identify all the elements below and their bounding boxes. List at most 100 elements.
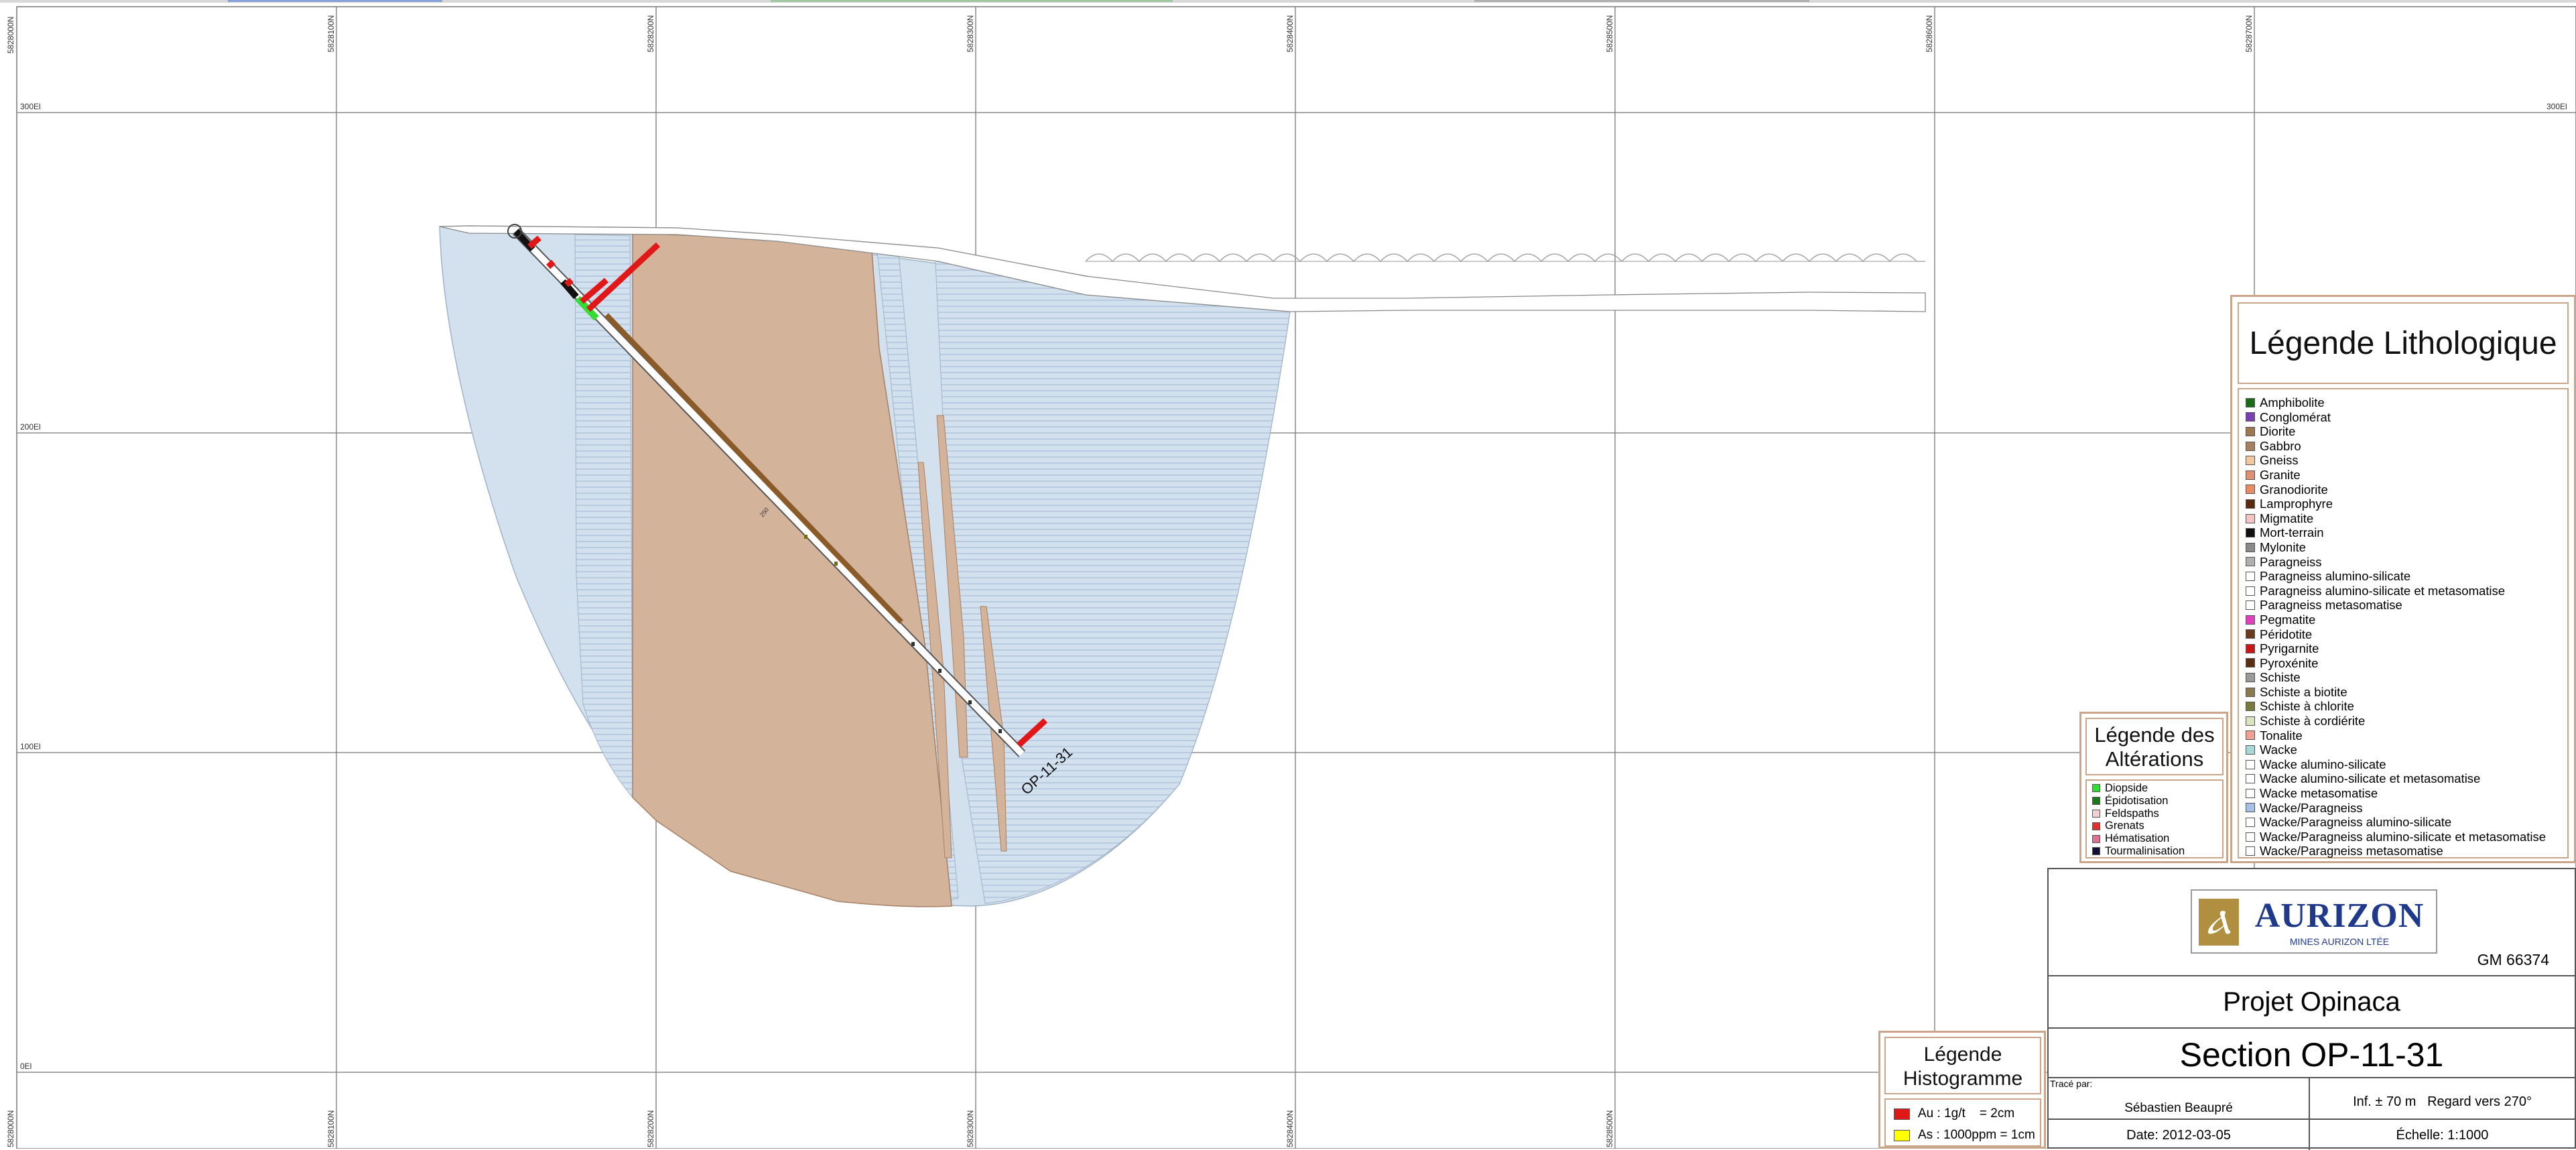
lithology-label: Paragneiss [2260, 554, 2322, 569]
edge-label-top: 5828000N [6, 17, 15, 54]
southing-label: 5828500N [1605, 1110, 1614, 1147]
alteration-legend-body: Diopside Épidotisation Feldspaths Grenats Hé… [2085, 779, 2224, 858]
lithology-label: Wacke alumino-silicate et metasomatise [2260, 771, 2481, 786]
lithology-label: Paragneiss alumino-silicate et metasomat… [2260, 583, 2506, 598]
histogram-legend-title-2: Histogramme [1903, 1068, 2023, 1090]
lithology-swatch [2246, 832, 2255, 842]
report-id: GM 66374 [2477, 951, 2549, 968]
lithology-item: Mylonite [2246, 540, 2566, 555]
northing-label: 5828500N [1605, 15, 1614, 52]
alteration-swatch [2092, 797, 2100, 806]
lithology-label: Wacke/Paragneiss alumino-silicate [2260, 815, 2452, 830]
au-bar [1016, 718, 1048, 748]
northing-label: 5828200N [646, 15, 655, 52]
lithology-swatch [2246, 643, 2255, 653]
lithology-label: Granodiorite [2260, 482, 2328, 497]
lithology-swatch [2246, 426, 2255, 436]
lithology-label: Pegmatite [2260, 612, 2316, 627]
alteration-item: Diopside [2092, 782, 2219, 795]
lithology-swatch [2246, 788, 2255, 798]
elevation-label: 300El [20, 102, 41, 111]
lithology-item: Paragneiss metasomatise [2246, 598, 2566, 613]
lithology-legend: Légende Lithologique Amphibolite Conglomé… [2230, 295, 2576, 863]
lithology-swatch [2246, 542, 2255, 552]
au-bar [527, 235, 541, 249]
lithology-list: Amphibolite Conglomérat Diorite Gabbro Gneis… [2246, 395, 2566, 858]
lithology-item: Wacke/Paragneiss [2246, 801, 2566, 816]
lithology-item: Gneiss [2246, 453, 2566, 468]
lithology-label: Diorite [2260, 424, 2296, 439]
lithology-swatch [2246, 774, 2255, 784]
alteration-swatch [2092, 809, 2100, 818]
lithology-item: Schiste [2246, 670, 2566, 685]
elevation-label: 100El [20, 742, 41, 751]
au-bar [580, 277, 608, 304]
lithology-label: Migmatite [2260, 511, 2314, 525]
lithology-swatch [2246, 557, 2255, 567]
lithology-legend-title: Légende Lithologique [2249, 326, 2557, 361]
elevation-label: 0El [20, 1062, 31, 1071]
lithology-label: Mort-terrain [2260, 525, 2324, 540]
lithology-item: Pyroxénite [2246, 656, 2566, 671]
lithology-label: Wacke alumino-silicate [2260, 757, 2386, 771]
lithology-item: Granodiorite [2246, 483, 2566, 497]
lithology-item: Paragneiss [2246, 555, 2566, 570]
date: Date: 2012-03-05 [2126, 1128, 2231, 1143]
lithology-item: Paragneiss alumino-silicate [2246, 569, 2566, 584]
alteration-legend-title-box: Légende des Altérations [2085, 718, 2224, 775]
lithology-label: Gneiss [2260, 453, 2299, 468]
lithology-swatch [2246, 759, 2255, 769]
lithology-swatch [2246, 485, 2255, 495]
alteration-swatch [2092, 847, 2100, 856]
lithology-swatch [2246, 687, 2255, 697]
alteration-swatch [2092, 822, 2100, 830]
alteration-label: Épidotisation [2105, 794, 2169, 807]
lithology-swatch [2246, 658, 2255, 668]
northing-label: 5828600N [1925, 15, 1934, 52]
lithology-label: Schiste à cordiérite [2260, 714, 2366, 728]
histogram-item-as: As : 1000ppm = 1cm [1894, 1128, 2035, 1143]
lithology-item: Mort-terrain [2246, 525, 2566, 540]
project-name: Projet Opinaca [2223, 987, 2400, 1017]
title-block: Ⲁ AURIZON MINES AURIZON LTÉE GM 66374 Pr… [2047, 868, 2576, 1150]
lithology-swatch [2246, 716, 2255, 726]
lithology-item: Péridotite [2246, 627, 2566, 642]
lithology-label: Schiste [2260, 670, 2301, 685]
lithology-swatch [2246, 745, 2255, 755]
alteration-legend-title-1: Légende des [2094, 723, 2215, 747]
lithology-label: Wacke [2260, 743, 2297, 757]
lithology-item: Conglomérat [2246, 410, 2566, 425]
northing-label: 5828700N [2244, 15, 2254, 52]
alteration-label: Grenats [2105, 820, 2144, 832]
alteration-item: Tourmalinisation [2092, 845, 2219, 858]
lithology-item: Wacke/Paragneiss alumino-silicate et met… [2246, 830, 2566, 844]
lithology-label: Granite [2260, 467, 2301, 482]
overburden [439, 225, 1926, 312]
alteration-label: Diopside [2105, 782, 2148, 794]
lithology-swatch [2246, 528, 2255, 538]
company-logo: Ⲁ AURIZON MINES AURIZON LTÉE [2191, 889, 2437, 954]
lithology-swatch [2246, 586, 2255, 596]
lithology-item: Pegmatite [2246, 613, 2566, 627]
southing-label: 5828400N [1285, 1110, 1295, 1147]
northing-label: 5828100N [326, 15, 336, 52]
drillhole-trace [507, 224, 1026, 757]
striped-band-east [934, 249, 1291, 904]
northing-label: 5828300N [966, 15, 975, 52]
lithology-legend-body: Amphibolite Conglomérat Diorite Gabbro Gneis… [2238, 388, 2569, 858]
lithology-item: Schiste à cordiérite [2246, 714, 2566, 728]
lithology-label: Amphibolite [2260, 395, 2325, 409]
lithology-item: Amphibolite [2246, 395, 2566, 410]
lithology-swatch [2246, 730, 2255, 741]
logo-subtitle: MINES AURIZON LTÉE [2289, 936, 2390, 947]
lithology-swatch [2246, 412, 2255, 422]
histogram-item-au: Au : 1g/t = 2cm [1894, 1106, 2014, 1121]
lithology-label: Conglomérat [2260, 409, 2331, 424]
lithology-label: Lamprophyre [2260, 497, 2333, 511]
alteration-item: Hématisation [2092, 832, 2219, 845]
histogram-legend-body: Au : 1g/t = 2cm As : 1000ppm = 1cm [1884, 1098, 2041, 1147]
top-band [0, 0, 2576, 3]
scale: Échelle: 1:1000 [2396, 1128, 2489, 1143]
lithology-label: Péridotite [2260, 627, 2313, 641]
